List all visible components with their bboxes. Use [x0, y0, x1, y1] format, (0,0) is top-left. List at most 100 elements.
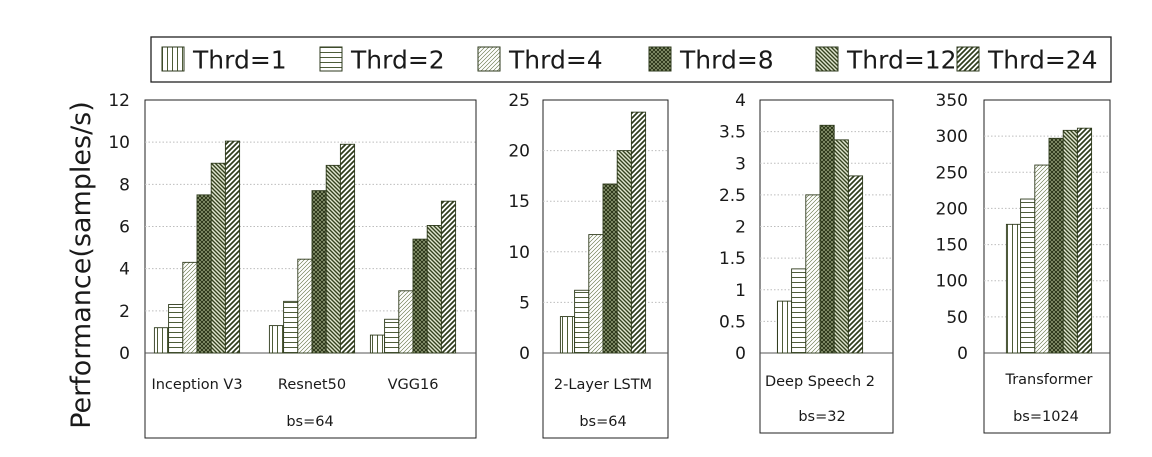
bar-transformer-1-thrd-2 [1020, 198, 1036, 354]
bar-cnn-3-thrd-2 [384, 318, 400, 354]
y-tick-label: 2 [119, 302, 130, 322]
y-tick-label: 3.5 [719, 123, 746, 143]
legend-swatch-2 [319, 46, 343, 72]
bar-ds2-1-thrd-6 [847, 175, 864, 354]
y-tick-label: 3 [735, 154, 746, 174]
bar-cnn-2-thrd-4 [311, 190, 327, 354]
legend-swatch-1 [161, 46, 185, 72]
bar-cnn-2-thrd-2 [283, 300, 299, 354]
y-tick-label: 2 [735, 218, 746, 238]
legend: Thrd=1 Thrd=2 Thrd=4 Thrd=8 Thrd=12 Thrd=24 [150, 36, 1112, 83]
y-tick-label: 250 [936, 163, 968, 183]
bar-transformer-1-thrd-6 [1076, 127, 1093, 354]
bar-cnn-1-thrd-4 [196, 194, 212, 354]
panel-frame [542, 99, 669, 439]
bar-cnn-3-thrd-6 [440, 200, 457, 354]
bar-ds2-1-thrd-5 [833, 139, 849, 354]
y-tick-label: 50 [946, 308, 968, 328]
bar-ds2-1-thrd-4 [819, 124, 835, 354]
y-tick-label: 350 [936, 91, 968, 111]
bar-lstm-1-thrd-5 [616, 150, 632, 354]
panel-frame [983, 99, 1111, 434]
panel-ds2: 0 0.5 1 1.5 2 2.5 3 3.5 4 Deep Speech 2 bs=32 [719, 91, 894, 434]
y-tick-label: 2.5 [719, 186, 746, 206]
y-tick-label: 5 [519, 293, 530, 313]
category-label: Deep Speech 2 [765, 374, 875, 390]
category-label: Transformer [1004, 372, 1092, 388]
category-label: 2-Layer LSTM [554, 377, 652, 393]
bar-transformer-1-thrd-1 [1005, 223, 1022, 354]
y-tick-label: 0 [957, 344, 968, 364]
legend-swatch-4 [648, 46, 672, 72]
y-tick-label: 1.5 [719, 249, 746, 269]
batch-size-label: bs=32 [798, 409, 845, 425]
y-tick-label: 20 [508, 142, 530, 162]
panel-frame [759, 99, 894, 434]
legend-entry-6: Thrd=24 [987, 46, 1098, 75]
bar-ds2-1-thrd-1 [776, 300, 793, 354]
y-tick-label: 0.5 [719, 312, 746, 332]
batch-size-label: bs=1024 [1013, 409, 1079, 425]
legend-entry-4: Thrd=8 [679, 46, 774, 75]
bar-cnn-2-thrd-6 [339, 143, 356, 354]
panel-transformer: 0 50 100 150 200 250 300 350 Transformer bs=1024 [936, 91, 1111, 434]
category-label: VGG16 [388, 377, 439, 393]
y-tick-label: 25 [508, 91, 530, 111]
bar-lstm-1-thrd-2 [574, 289, 590, 354]
y-tick-label: 0 [735, 344, 746, 364]
bar-cnn-3-thrd-4 [412, 238, 428, 354]
legend-entry-5: Thrd=12 [846, 46, 957, 75]
bar-cnn-1-thrd-3 [182, 261, 198, 354]
legend-frame [150, 36, 1112, 83]
y-tick-label: 0 [519, 344, 530, 364]
y-tick-label: 4 [119, 260, 130, 280]
y-tick-label: 300 [936, 127, 968, 147]
y-tick-label: 15 [508, 192, 530, 212]
category-label: Resnet50 [278, 377, 346, 393]
bar-ds2-1-thrd-3 [805, 194, 821, 354]
y-tick-label: 10 [508, 243, 530, 263]
y-tick-label: 6 [119, 218, 130, 238]
bar-cnn-2-thrd-3 [297, 258, 313, 354]
y-tick-label: 200 [936, 199, 968, 219]
legend-entry-3: Thrd=4 [508, 46, 603, 75]
panel-cnn: 0 2 4 6 8 10 12 Inception V3 Resnet50 VGG16 bs=64 [108, 91, 477, 439]
legend-entry-2: Thrd=2 [350, 46, 445, 75]
y-tick-label: 8 [119, 175, 130, 195]
bar-cnn-1-thrd-2 [168, 304, 184, 354]
bar-lstm-1-thrd-4 [602, 183, 618, 354]
bar-cnn-1-thrd-6 [224, 140, 241, 354]
batch-size-label: bs=64 [286, 414, 333, 430]
panel-lstm: 0 5 10 15 20 25 2-Layer LSTM bs=64 [508, 91, 669, 439]
legend-swatch-3 [477, 46, 501, 72]
y-tick-label: 150 [936, 236, 968, 256]
bar-cnn-2-thrd-1 [268, 325, 285, 354]
bar-lstm-1-thrd-3 [588, 234, 604, 354]
bar-cnn-2-thrd-5 [325, 164, 341, 354]
y-tick-label: 1 [735, 281, 746, 301]
y-tick-label: 12 [108, 91, 130, 111]
bar-cnn-1-thrd-5 [210, 162, 226, 354]
y-axis-title: Performance(samples/s) [66, 101, 97, 429]
legend-entry-1: Thrd=1 [192, 46, 287, 75]
bar-lstm-1-thrd-1 [559, 316, 576, 354]
bar-transformer-1-thrd-5 [1062, 129, 1078, 354]
bar-cnn-3-thrd-5 [426, 224, 442, 354]
category-label: Inception V3 [151, 377, 242, 393]
y-tick-label: 10 [108, 133, 130, 153]
bar-lstm-1-thrd-6 [630, 111, 647, 354]
batch-size-label: bs=64 [579, 414, 626, 430]
legend-swatch-6 [956, 46, 980, 72]
y-tick-label: 0 [119, 344, 130, 364]
bar-cnn-1-thrd-1 [153, 327, 170, 354]
y-tick-label: 4 [735, 91, 746, 111]
legend-swatch-5 [815, 46, 839, 72]
y-tick-label: 100 [936, 272, 968, 292]
bar-cnn-3-thrd-1 [369, 334, 386, 354]
bar-cnn-3-thrd-3 [398, 290, 414, 354]
bar-transformer-1-thrd-4 [1048, 137, 1064, 354]
bar-transformer-1-thrd-3 [1034, 164, 1050, 354]
